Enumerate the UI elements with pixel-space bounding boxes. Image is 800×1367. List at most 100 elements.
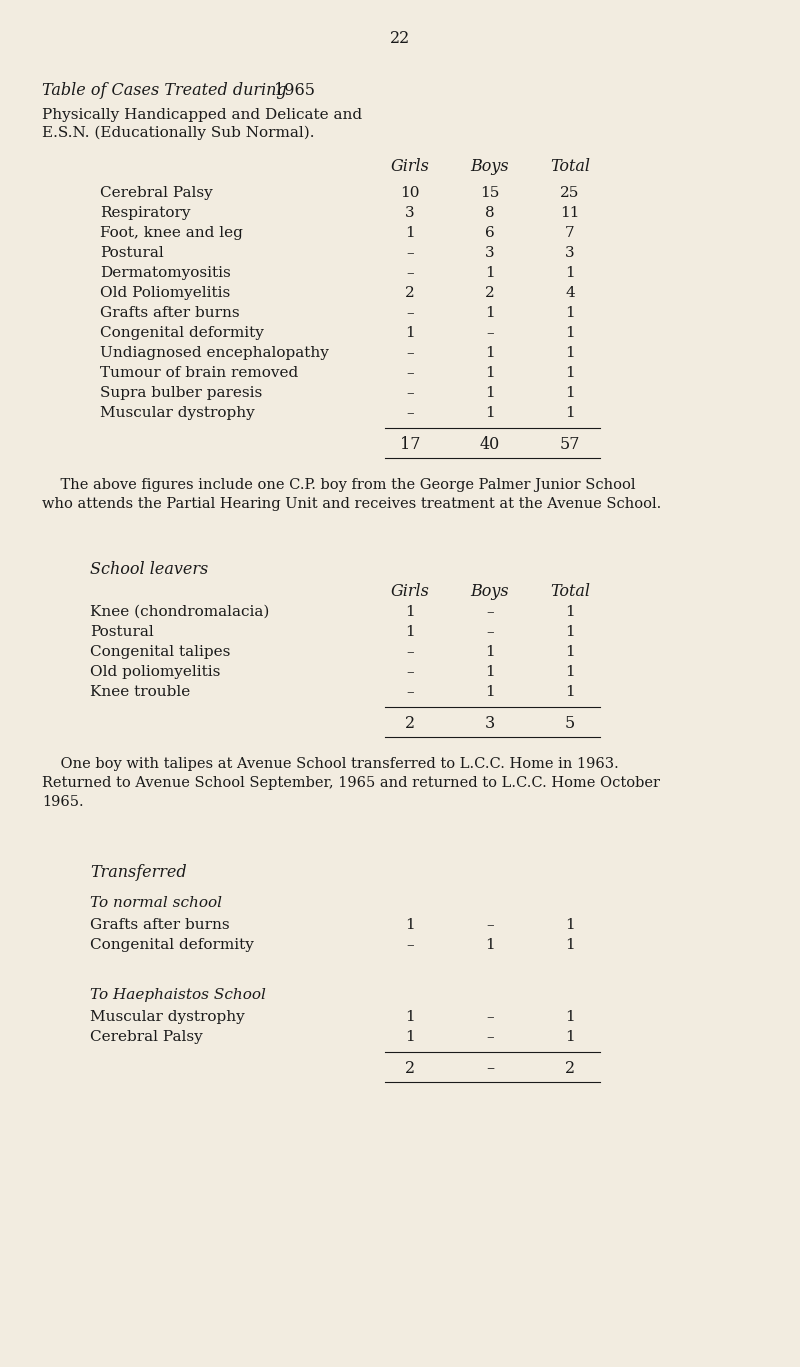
- Text: –: –: [406, 246, 414, 260]
- Text: 1: 1: [565, 625, 575, 638]
- Text: Respiratory: Respiratory: [100, 206, 190, 220]
- Text: Old poliomyelitis: Old poliomyelitis: [90, 664, 220, 679]
- Text: –: –: [406, 406, 414, 420]
- Text: 1: 1: [565, 919, 575, 932]
- Text: 1: 1: [485, 664, 495, 679]
- Text: –: –: [406, 385, 414, 401]
- Text: Old Poliomyelitis: Old Poliomyelitis: [100, 286, 230, 299]
- Text: 2: 2: [405, 286, 415, 299]
- Text: 3: 3: [405, 206, 415, 220]
- Text: Knee (chondromalacia): Knee (chondromalacia): [90, 606, 270, 619]
- Text: 15: 15: [480, 186, 500, 200]
- Text: –: –: [406, 645, 414, 659]
- Text: Congenital deformity: Congenital deformity: [100, 325, 264, 340]
- Text: 1: 1: [485, 366, 495, 380]
- Text: –: –: [406, 346, 414, 360]
- Text: 10: 10: [400, 186, 420, 200]
- Text: Girls: Girls: [390, 582, 430, 600]
- Text: 1: 1: [485, 645, 495, 659]
- Text: –: –: [486, 1029, 494, 1044]
- Text: Boys: Boys: [470, 159, 510, 175]
- Text: Congenital talipes: Congenital talipes: [90, 645, 230, 659]
- Text: 1: 1: [565, 346, 575, 360]
- Text: Knee trouble: Knee trouble: [90, 685, 190, 699]
- Text: –: –: [486, 1010, 494, 1024]
- Text: 3: 3: [485, 246, 495, 260]
- Text: Foot, knee and leg: Foot, knee and leg: [100, 226, 243, 241]
- Text: Postural: Postural: [90, 625, 154, 638]
- Text: 1: 1: [565, 366, 575, 380]
- Text: 3: 3: [565, 246, 575, 260]
- Text: –: –: [486, 919, 494, 932]
- Text: –: –: [486, 325, 494, 340]
- Text: –: –: [406, 685, 414, 699]
- Text: Grafts after burns: Grafts after burns: [100, 306, 240, 320]
- Text: Boys: Boys: [470, 582, 510, 600]
- Text: Transferred: Transferred: [90, 864, 186, 880]
- Text: Cerebral Palsy: Cerebral Palsy: [100, 186, 213, 200]
- Text: Congenital deformity: Congenital deformity: [90, 938, 254, 951]
- Text: 1: 1: [405, 919, 415, 932]
- Text: 1: 1: [565, 1010, 575, 1024]
- Text: Physically Handicapped and Delicate and: Physically Handicapped and Delicate and: [42, 108, 362, 122]
- Text: Girls: Girls: [390, 159, 430, 175]
- Text: who attends the Partial Hearing Unit and receives treatment at the Avenue School: who attends the Partial Hearing Unit and…: [42, 498, 662, 511]
- Text: To normal school: To normal school: [90, 895, 222, 910]
- Text: –: –: [406, 306, 414, 320]
- Text: 1: 1: [485, 685, 495, 699]
- Text: –: –: [406, 366, 414, 380]
- Text: 1: 1: [485, 385, 495, 401]
- Text: 11: 11: [560, 206, 580, 220]
- Text: 40: 40: [480, 436, 500, 452]
- Text: Total: Total: [550, 159, 590, 175]
- Text: 1: 1: [485, 346, 495, 360]
- Text: 25: 25: [560, 186, 580, 200]
- Text: Postural: Postural: [100, 246, 164, 260]
- Text: 1: 1: [565, 406, 575, 420]
- Text: 2: 2: [405, 715, 415, 731]
- Text: Muscular dystrophy: Muscular dystrophy: [90, 1010, 245, 1024]
- Text: 1: 1: [405, 226, 415, 241]
- Text: –: –: [486, 1059, 494, 1077]
- Text: Dermatomyositis: Dermatomyositis: [100, 267, 230, 280]
- Text: –: –: [486, 625, 494, 638]
- Text: 1965.: 1965.: [42, 796, 84, 809]
- Text: 17: 17: [400, 436, 420, 452]
- Text: Supra bulber paresis: Supra bulber paresis: [100, 385, 262, 401]
- Text: 1: 1: [565, 685, 575, 699]
- Text: 1: 1: [565, 606, 575, 619]
- Text: 3: 3: [485, 715, 495, 731]
- Text: 1: 1: [485, 267, 495, 280]
- Text: 1: 1: [565, 664, 575, 679]
- Text: Table of Cases Treated during: Table of Cases Treated during: [42, 82, 292, 98]
- Text: Muscular dystrophy: Muscular dystrophy: [100, 406, 254, 420]
- Text: 1: 1: [565, 645, 575, 659]
- Text: 1: 1: [565, 267, 575, 280]
- Text: 1: 1: [565, 325, 575, 340]
- Text: 4: 4: [565, 286, 575, 299]
- Text: 1: 1: [405, 606, 415, 619]
- Text: Returned to Avenue School September, 1965 and returned to L.C.C. Home October: Returned to Avenue School September, 196…: [42, 776, 660, 790]
- Text: 6: 6: [485, 226, 495, 241]
- Text: 1: 1: [405, 1029, 415, 1044]
- Text: –: –: [406, 267, 414, 280]
- Text: 8: 8: [485, 206, 495, 220]
- Text: 2: 2: [405, 1059, 415, 1077]
- Text: 1965: 1965: [274, 82, 315, 98]
- Text: One boy with talipes at Avenue School transferred to L.C.C. Home in 1963.: One boy with talipes at Avenue School tr…: [42, 757, 618, 771]
- Text: –: –: [406, 938, 414, 951]
- Text: 7: 7: [565, 226, 575, 241]
- Text: 1: 1: [565, 938, 575, 951]
- Text: 1: 1: [565, 306, 575, 320]
- Text: School leavers: School leavers: [90, 560, 208, 578]
- Text: 1: 1: [485, 938, 495, 951]
- Text: 1: 1: [485, 406, 495, 420]
- Text: 1: 1: [405, 625, 415, 638]
- Text: 22: 22: [390, 30, 410, 46]
- Text: –: –: [406, 664, 414, 679]
- Text: 1: 1: [565, 1029, 575, 1044]
- Text: Undiagnosed encephalopathy: Undiagnosed encephalopathy: [100, 346, 329, 360]
- Text: 57: 57: [560, 436, 580, 452]
- Text: 1: 1: [565, 385, 575, 401]
- Text: Cerebral Palsy: Cerebral Palsy: [90, 1029, 202, 1044]
